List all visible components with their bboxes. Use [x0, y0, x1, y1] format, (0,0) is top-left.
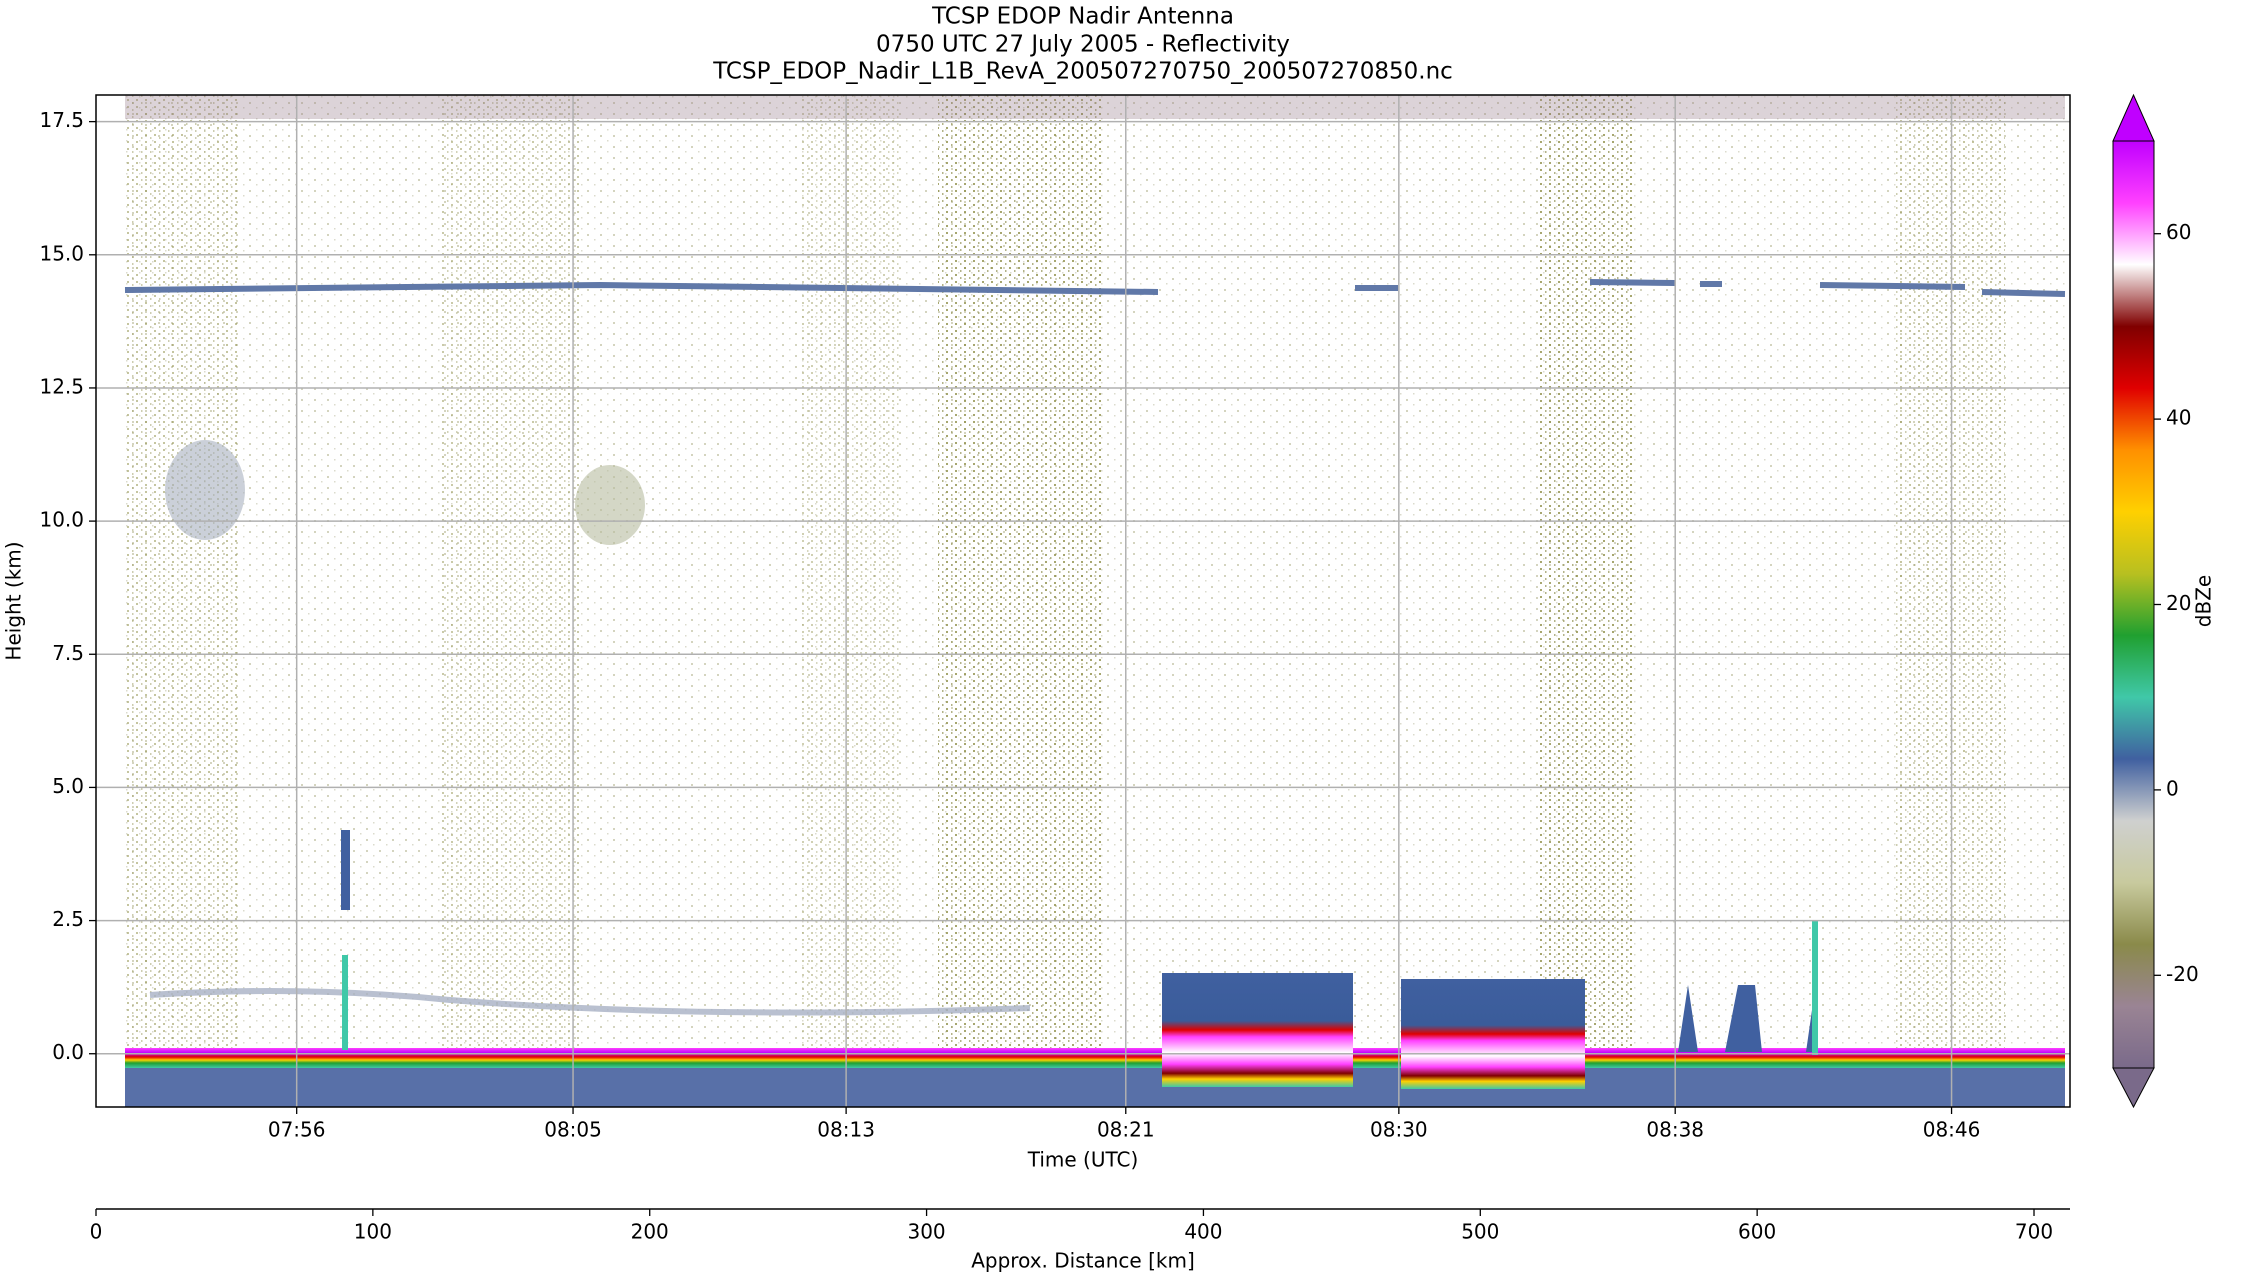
y-tick-label: 10.0 [39, 508, 84, 532]
x-tick-label: 08:38 [1646, 1118, 1704, 1142]
x2-tick-label: 500 [1461, 1220, 1499, 1244]
x2-tick-label: 600 [1738, 1220, 1776, 1244]
colorbar-tick-label: 0 [2166, 776, 2179, 800]
x2-tick-label: 0 [90, 1220, 103, 1244]
x2-tick-label: 100 [354, 1220, 392, 1244]
chart-subtitle: 0750 UTC 27 July 2005 - Reflectivity [876, 32, 1290, 58]
x2-tick-label: 400 [1184, 1220, 1222, 1244]
colorbar-extend-bottom [2112, 1067, 2155, 1109]
colorbar-label: dBZe [2192, 575, 2216, 627]
colorbar-tick-label: -20 [2166, 962, 2199, 986]
y-tick-label: 17.5 [39, 108, 84, 132]
radar-field [124, 95, 2066, 1107]
y-tick-label: 2.5 [52, 907, 84, 931]
x-tick-label: 08:46 [1923, 1118, 1981, 1142]
x2-tick-label: 300 [907, 1220, 945, 1244]
y-axis-label: Height (km) [2, 541, 26, 660]
x2-tick-label: 200 [631, 1220, 669, 1244]
chart-filename: TCSP_EDOP_Nadir_L1B_RevA_200507270750_20… [712, 59, 1453, 85]
x-tick-label: 08:13 [817, 1118, 875, 1142]
colorbar-extend-top [2112, 93, 2155, 142]
y-tick-label: 15.0 [39, 241, 84, 265]
colorbar [2112, 140, 2155, 1069]
y-tick-label: 12.5 [39, 374, 84, 398]
plot-frame [95, 94, 2071, 1108]
y-tick-label: 0.0 [52, 1040, 84, 1064]
x-tick-label: 08:05 [544, 1118, 602, 1142]
colorbar-tick-label: 40 [2166, 406, 2191, 430]
x-axis-label: Time (UTC) [1027, 1148, 1139, 1172]
x-tick-label: 08:30 [1370, 1118, 1428, 1142]
x-tick-label: 08:21 [1097, 1118, 1155, 1142]
colorbar-tick-label: 60 [2166, 220, 2191, 244]
y-tick-label: 5.0 [52, 774, 84, 798]
colorbar-tick-label: 20 [2166, 591, 2191, 615]
x2-axis-label: Approx. Distance [km] [971, 1249, 1195, 1273]
axes [89, 95, 2070, 1114]
chart-title: TCSP EDOP Nadir Antenna [931, 4, 1234, 30]
x2-tick-label: 700 [2015, 1220, 2053, 1244]
x-tick-label: 07:56 [268, 1118, 326, 1142]
y-tick-label: 7.5 [52, 641, 84, 665]
